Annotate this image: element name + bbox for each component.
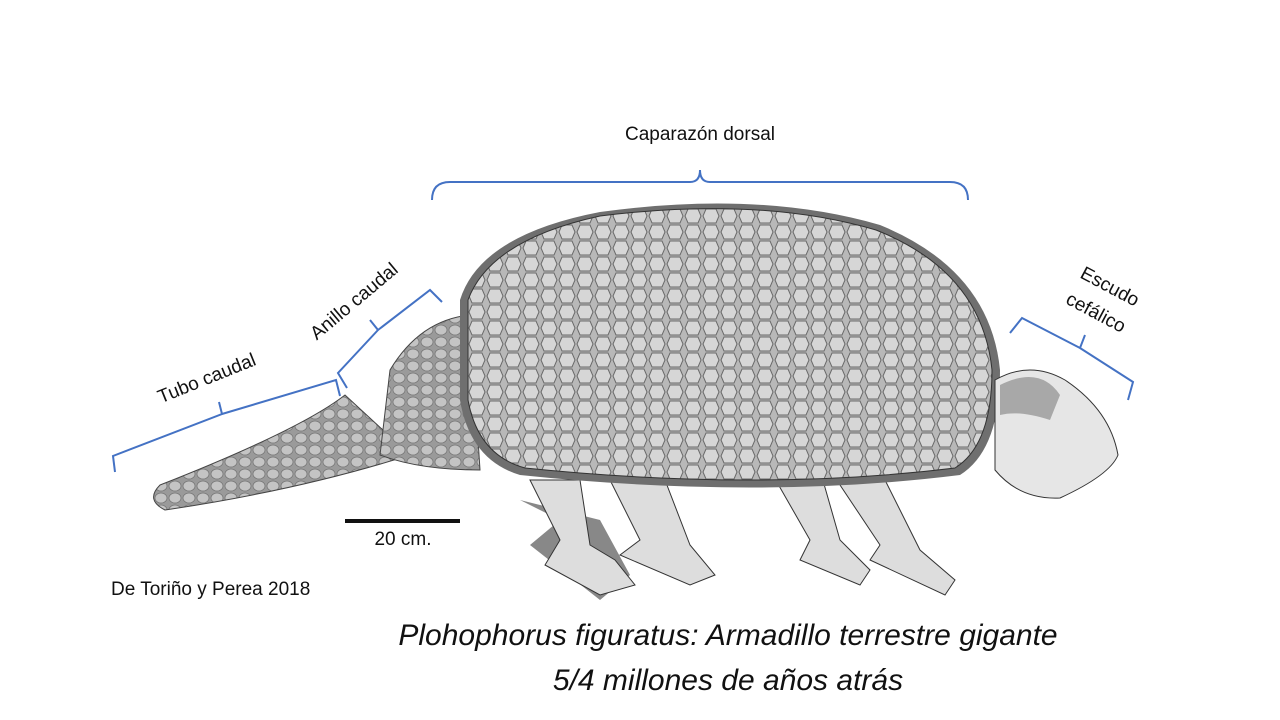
tube-label: Tubo caudal: [155, 350, 259, 408]
carapace-bracket: [431, 169, 969, 201]
animal-illustration: [153, 203, 1119, 600]
scale-label: 20 cm.: [374, 529, 431, 550]
head-bracket: [1009, 316, 1135, 401]
tube-bracket: [111, 378, 341, 473]
scale-bar: [345, 519, 460, 523]
ring-bracket: [336, 288, 443, 389]
credit: De Toriño y Perea 2018: [111, 579, 310, 600]
caption: 5/4 millones de años atrás: [553, 664, 903, 697]
carapace-label: Caparazón dorsal: [625, 124, 775, 145]
caption: Plohophorus figuratus: Armadillo terrest…: [398, 619, 1057, 652]
ring-label: Anillo caudal: [306, 259, 402, 344]
